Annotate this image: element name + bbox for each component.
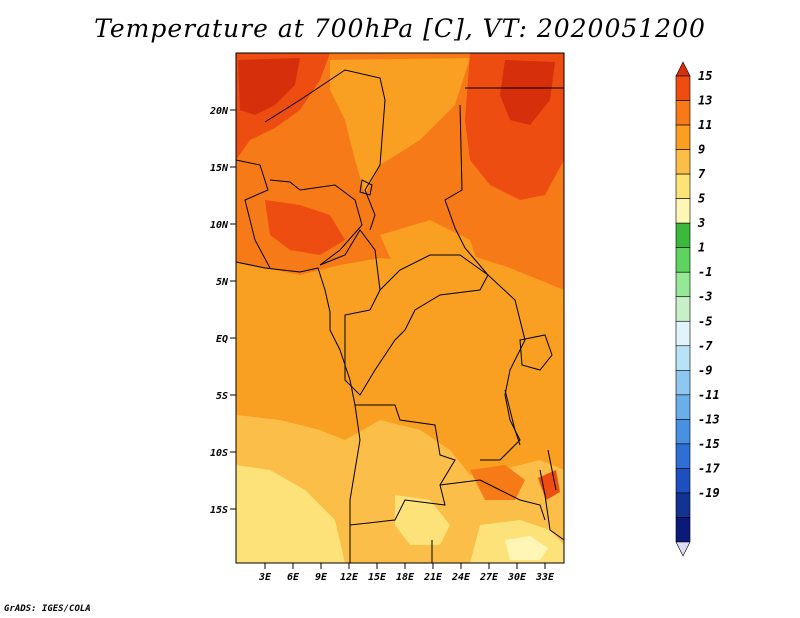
- credit-label: GrADS: IGES/COLA: [4, 604, 91, 614]
- colorbar-segment: [675, 247, 691, 273]
- colorbar-segment: [675, 222, 691, 248]
- zone-5c-south-central: [395, 495, 450, 545]
- country-borders: [236, 69, 564, 563]
- map-title: Temperature at 700hPa [C], VT: 202005120…: [94, 14, 706, 43]
- lon-tick-label: 21E: [423, 572, 443, 583]
- colorbar-segment: [675, 173, 691, 199]
- lon-tick-label: 3E: [258, 572, 272, 583]
- colorbar-label: -17: [698, 461, 720, 475]
- colorbar-segment: [675, 517, 691, 543]
- lat-tick-label: 10S: [210, 448, 228, 459]
- colorbar-label: -13: [698, 412, 720, 426]
- lake-chad: [359, 179, 373, 196]
- colorbar-label: -1: [698, 265, 712, 279]
- zone-9c-central: [380, 220, 480, 285]
- lat-tick-label: 15S: [210, 505, 228, 516]
- border-algeria-niger: [264, 69, 386, 166]
- border-west: [236, 159, 271, 269]
- colorbar-top-arrow: [675, 61, 691, 77]
- zone-5c-southwest: [236, 465, 345, 563]
- colorbar-label: -15: [698, 437, 720, 451]
- colorbar-segment: [675, 75, 691, 101]
- colorbar-segment: [675, 100, 691, 126]
- lake-victoria: [519, 334, 553, 371]
- colorbar-label: 9: [698, 143, 705, 157]
- zone-11c-east-pocket: [470, 465, 525, 500]
- colorbar-segment: [675, 149, 691, 175]
- lon-tick-label: 12E: [340, 572, 359, 583]
- border-mozambique: [539, 469, 564, 541]
- zone-15c-ne: [500, 60, 555, 125]
- lat-tick-label: 10N: [210, 220, 229, 231]
- border-drc-east: [480, 274, 526, 461]
- lat-tick-label: EQ: [216, 334, 228, 345]
- lon-axis: 3E 6E 9E 12E 15E 18E 21E 24E 27E 30E 33E: [258, 563, 555, 583]
- colorbar-label: 1: [698, 241, 705, 255]
- zone-13c-east-pocket: [538, 470, 560, 500]
- temperature-field: [236, 53, 564, 563]
- colorbar-label: -5: [698, 314, 712, 328]
- border-cameroon: [319, 229, 381, 311]
- lon-tick-label: 9E: [315, 572, 328, 583]
- colorbar-label: 7: [698, 167, 706, 181]
- colorbar-segment: [675, 345, 691, 371]
- border-angola: [349, 404, 456, 526]
- zone-3c-southeast: [505, 536, 548, 560]
- colorbar: 15 13 11 9 7 5 3 1 -1 -3 -5 -7 -9 -11 -13 -15 -17 -19: [675, 61, 720, 557]
- colorbar-segment: [675, 320, 691, 347]
- colorbar-label: -19: [698, 486, 720, 500]
- border-nigeria: [299, 184, 363, 266]
- border-west-2: [269, 179, 301, 191]
- border-niger-chad: [364, 164, 381, 231]
- lat-tick-label: 5S: [216, 391, 228, 402]
- colorbar-segment: [675, 394, 691, 420]
- lon-tick-label: 30E: [507, 572, 527, 583]
- colorbar-segment: [675, 198, 691, 224]
- colorbar-segment: [675, 492, 691, 518]
- colorbar-label: -11: [698, 388, 720, 402]
- colorbar-label: 3: [697, 216, 705, 230]
- colorbar-label: -7: [698, 339, 713, 353]
- map-frame: [235, 52, 565, 564]
- lon-tick-label: 27E: [479, 572, 499, 583]
- colorbar-segment: [675, 370, 691, 396]
- colorbar-segment: [675, 296, 691, 322]
- colorbar-bottom-arrow: [675, 541, 691, 557]
- lake-tanganyika: [504, 389, 521, 446]
- zone-15c-nw: [238, 58, 300, 115]
- lat-axis: 20N 15N 10N 5N EQ 5S 10S 15S: [209, 106, 236, 516]
- lon-tick-label: 18E: [396, 572, 415, 583]
- colorbar-label: 11: [698, 118, 712, 132]
- lon-tick-label: 24E: [451, 572, 471, 583]
- lon-tick-label: 33E: [535, 572, 555, 583]
- lat-tick-label: 20N: [209, 106, 229, 117]
- colorbar-segment: [675, 124, 691, 150]
- zone-9c-north: [330, 58, 470, 195]
- border-chad-sudan: [444, 104, 489, 276]
- border-zambia: [439, 479, 546, 521]
- colorbar-segment: [675, 271, 691, 298]
- lat-tick-label: 15N: [210, 163, 229, 174]
- colorbar-segment: [675, 468, 691, 494]
- colorbar-label: -9: [698, 363, 712, 377]
- lon-tick-label: 15E: [368, 572, 387, 583]
- zone-13c-west: [265, 200, 345, 255]
- border-congo-drc: [344, 309, 406, 396]
- colorbar-segment: [675, 443, 691, 469]
- coastline-gulf-guinea: [236, 261, 361, 563]
- lon-tick-label: 6E: [287, 572, 300, 583]
- colorbar-label: 13: [698, 94, 712, 108]
- colorbar-label: 5: [698, 192, 705, 206]
- lat-tick-label: 5N: [216, 277, 229, 288]
- lake-malawi: [547, 449, 557, 491]
- colorbar-label: -3: [698, 290, 712, 304]
- colorbar-label: 15: [698, 69, 712, 83]
- colorbar-segment: [675, 419, 691, 445]
